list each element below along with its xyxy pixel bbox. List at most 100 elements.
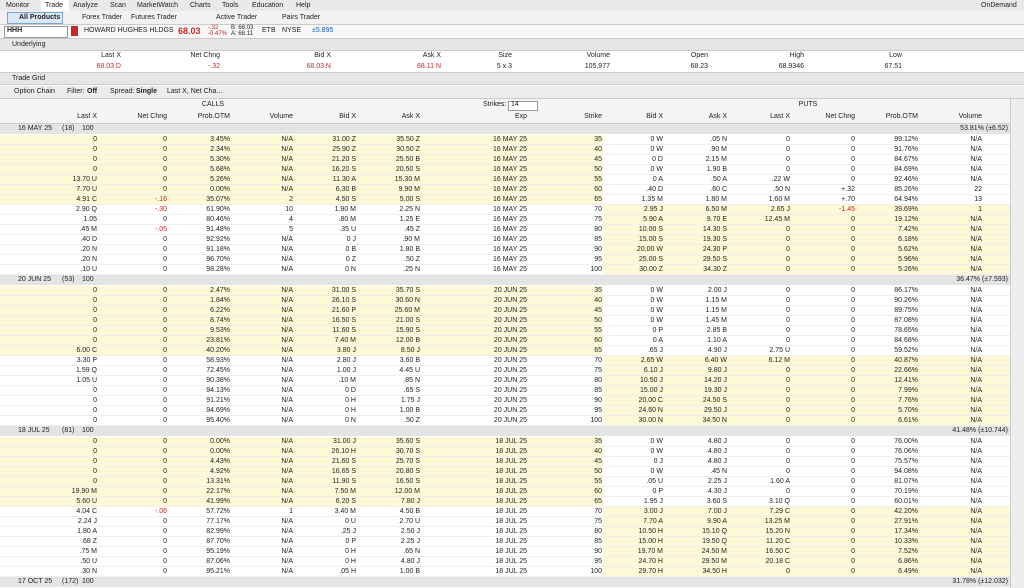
strikes-box[interactable] (508, 101, 538, 111)
change-pct: -0.47% (208, 31, 228, 37)
cell: 0 (163, 417, 167, 424)
cell: .45 N (710, 468, 727, 475)
cell: 2.65 W (640, 357, 663, 364)
cell: 1.05 (83, 216, 97, 223)
cell: N/A (281, 558, 293, 565)
cell: 29.50 J (704, 407, 727, 414)
cell: 0 (93, 337, 97, 344)
column-header: Size (498, 52, 512, 59)
cell: 16 MAY 25 (493, 226, 527, 233)
menu-tab[interactable]: Charts (190, 1, 211, 9)
cell: 20 JUN 25 (493, 397, 527, 404)
cell: 12.00 B (395, 337, 420, 344)
column-header: Prob.OTM (197, 113, 230, 120)
exp-strike (423, 255, 603, 265)
exp-strike (423, 205, 603, 215)
cell: 21.60 S (331, 458, 356, 465)
filter-value[interactable]: Off (87, 88, 98, 95)
cell: 18 JUL 25 (495, 538, 527, 545)
cell: 84.68% (894, 337, 918, 344)
subtab[interactable]: Forex Trader (82, 13, 123, 21)
cell: 3.10 Q (768, 498, 790, 505)
otm-puts (603, 447, 1010, 457)
underlying-value: 67.51 (884, 63, 902, 70)
subtab[interactable]: Pairs Trader (282, 13, 321, 21)
cell: 12.45 M (764, 216, 790, 223)
cell: 0 P (652, 488, 663, 495)
menu-tab[interactable]: Trade (45, 1, 64, 9)
subtab[interactable]: All Products (19, 13, 61, 21)
strikes-value[interactable]: 14 (511, 101, 519, 108)
cell: N/A (281, 246, 293, 253)
subtab[interactable]: Futures Trader (131, 13, 177, 21)
cell: N/A (281, 468, 293, 475)
itm-calls (0, 437, 423, 447)
days: (172) (62, 578, 79, 585)
ondemand[interactable]: OnDemand (981, 1, 1017, 9)
cell: 8.74% (210, 317, 230, 324)
cell: .45 M (79, 226, 97, 233)
menu-tab[interactable]: Scan (110, 1, 126, 9)
cell: 19.90 M (71, 488, 97, 495)
cell: 1.10 A (707, 337, 727, 344)
itm-puts (603, 356, 1010, 366)
cell: 75 (594, 367, 602, 374)
cell: 2.70 U (399, 518, 420, 525)
cell: 91.21% (206, 397, 230, 404)
cell: 31.00 Z (332, 136, 356, 143)
itm-calls (0, 316, 423, 326)
cell: N/A (970, 337, 982, 344)
cell: 90 (594, 246, 602, 253)
cell: N/A (970, 246, 982, 253)
cell: 25.60 M (394, 307, 420, 314)
cell: 2.47% (210, 287, 230, 294)
menu-tab[interactable]: MarketWatch (137, 1, 178, 9)
cell: 18 JUL 25 (495, 508, 527, 515)
cell: 2.24 J (77, 518, 97, 525)
underlying-value: 68.03 D (96, 63, 121, 70)
symbol[interactable]: HHH (7, 27, 23, 34)
cell: 0 (93, 478, 97, 485)
cell: 10.50 H (638, 528, 663, 535)
cell: 11.30 A (332, 176, 356, 183)
cell: 90.26% (894, 297, 918, 304)
cell: N/A (970, 327, 982, 334)
menu-tab[interactable]: Analyze (73, 1, 98, 9)
cell: 85 (594, 387, 602, 394)
exp-strike (423, 467, 603, 477)
spread-value[interactable]: Single (136, 88, 158, 95)
column-header: Volume (269, 113, 293, 120)
cell: 0 N (345, 417, 356, 424)
cell: 20 JUN 25 (493, 337, 527, 344)
cell: 0 (163, 236, 167, 243)
menu-tab[interactable]: Tools (222, 1, 239, 9)
cell: 30.00 N (638, 417, 663, 424)
cell: 30.00 Z (639, 266, 663, 273)
scrollbar[interactable] (1010, 99, 1024, 588)
otm-calls (0, 557, 423, 567)
cell: 0 (163, 337, 167, 344)
cell: 17.34% (894, 528, 918, 535)
cell: 0 (163, 548, 167, 555)
cell: 16 MAY 25 (493, 166, 527, 173)
cell: N/A (281, 417, 293, 424)
menu-tab[interactable]: Help (296, 1, 311, 9)
menu-tab[interactable]: Education (252, 1, 284, 9)
symbol-input[interactable] (4, 26, 68, 38)
cell: 20.00 W (636, 246, 663, 253)
cell: 0 (163, 538, 167, 545)
layout[interactable]: Last X, Net Cha... (167, 88, 223, 95)
row-line (0, 415, 1010, 416)
row-line (0, 526, 1010, 527)
exp-strike (423, 356, 603, 366)
menu-tab[interactable]: Monitor (6, 1, 30, 9)
active-subtab[interactable] (7, 12, 63, 24)
cell: .10 U (80, 266, 97, 273)
cell: .40 D (80, 236, 97, 243)
cell: 55 (594, 478, 602, 485)
cell: 0 B (345, 246, 356, 253)
otm-puts (603, 457, 1010, 467)
cell: 1.75 J (400, 397, 420, 404)
cell: 0 (163, 287, 167, 294)
subtab[interactable]: Active Trader (216, 13, 258, 21)
